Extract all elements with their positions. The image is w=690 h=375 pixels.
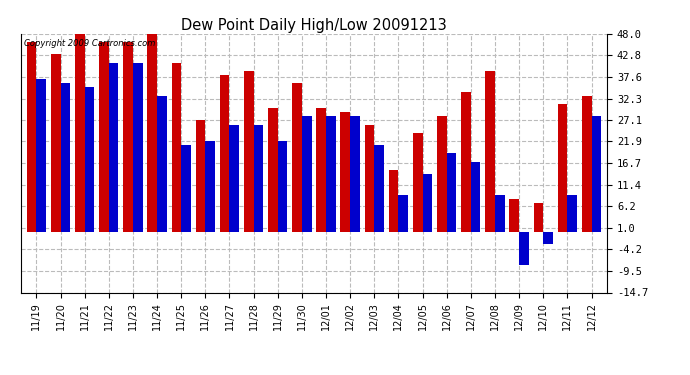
Bar (99, 42, 109, 232)
Bar (124, 42, 133, 232)
Bar (220, 75, 230, 232)
Bar (413, 133, 422, 232)
Bar (461, 92, 471, 232)
Bar (340, 112, 350, 232)
Bar (364, 124, 374, 232)
Bar (543, 232, 553, 244)
Bar (485, 71, 495, 232)
Bar (27, 42, 37, 232)
Title: Dew Point Daily High/Low 20091213: Dew Point Daily High/Low 20091213 (181, 18, 447, 33)
Bar (398, 195, 408, 232)
Bar (350, 116, 359, 232)
Bar (495, 195, 504, 232)
Bar (278, 141, 288, 232)
Bar (558, 104, 567, 232)
Bar (157, 96, 167, 232)
Bar (422, 174, 432, 232)
Bar (509, 199, 519, 232)
Bar (326, 116, 335, 232)
Bar (471, 162, 480, 232)
Bar (374, 145, 384, 232)
Bar (437, 116, 446, 232)
Bar (206, 141, 215, 232)
Bar (133, 63, 143, 232)
Bar (148, 34, 157, 232)
Bar (109, 63, 119, 232)
Bar (196, 120, 206, 232)
Bar (181, 145, 191, 232)
Bar (37, 79, 46, 232)
Bar (254, 124, 264, 232)
Bar (268, 108, 278, 232)
Bar (567, 195, 577, 232)
Bar (230, 124, 239, 232)
Bar (293, 83, 302, 232)
Bar (316, 108, 326, 232)
Bar (591, 116, 601, 232)
Bar (388, 170, 398, 232)
Bar (582, 96, 591, 232)
Bar (75, 34, 85, 232)
Bar (85, 87, 95, 232)
Bar (519, 232, 529, 265)
Bar (302, 116, 312, 232)
Bar (172, 63, 181, 232)
Bar (61, 83, 70, 232)
Bar (533, 203, 543, 232)
Bar (51, 54, 61, 232)
Bar (446, 153, 456, 232)
Bar (244, 71, 254, 232)
Text: Copyright 2009 Cartronics.com: Copyright 2009 Cartronics.com (23, 39, 155, 48)
